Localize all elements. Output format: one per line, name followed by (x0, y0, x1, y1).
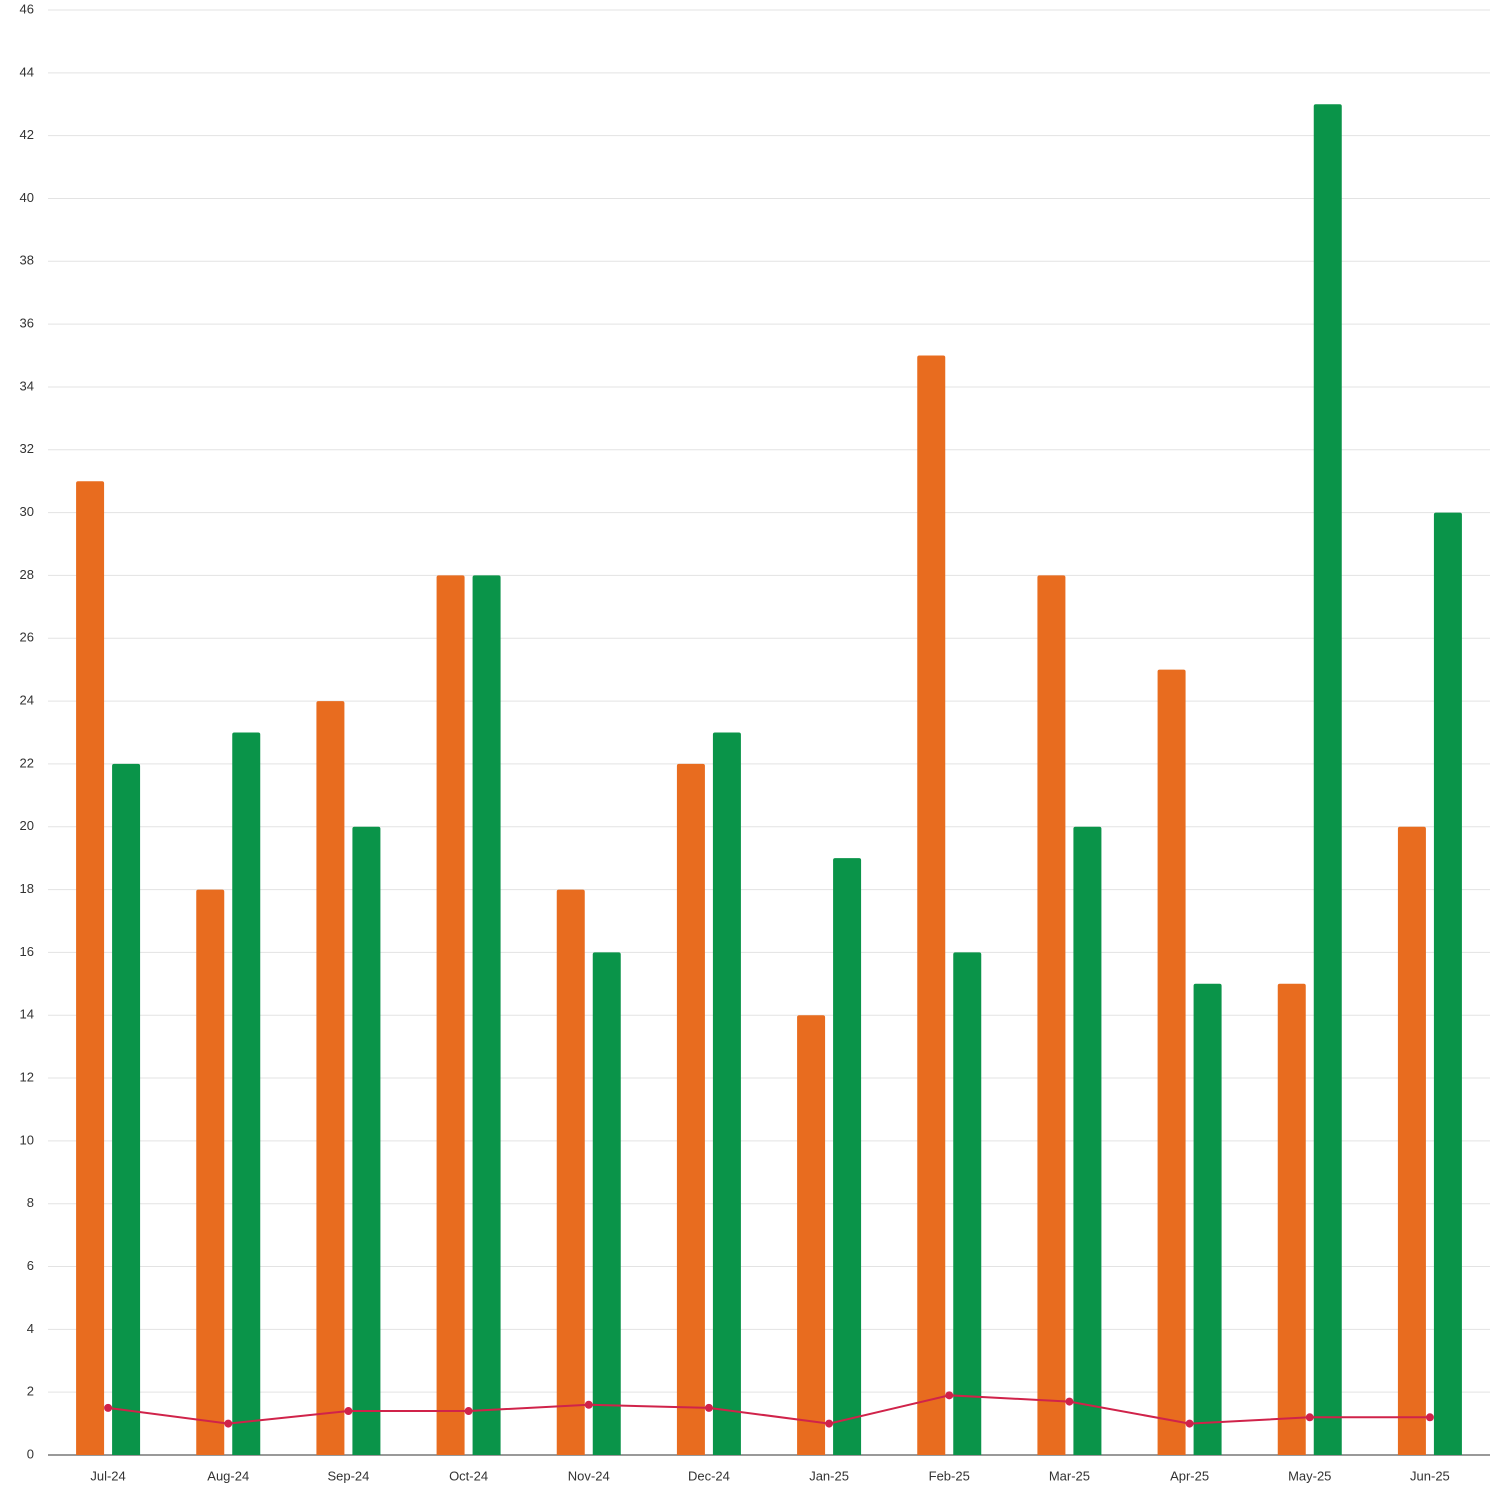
bar (1397, 826, 1426, 1455)
line-point (1065, 1397, 1074, 1406)
y-tick-label: 2 (27, 1384, 34, 1399)
y-tick-label: 40 (20, 190, 34, 205)
line-point (945, 1391, 954, 1400)
y-tick-label: 16 (20, 944, 34, 959)
bar (352, 826, 381, 1455)
line-point (344, 1407, 353, 1416)
y-tick-label: 46 (20, 1, 34, 16)
x-tick-label: Apr-25 (1170, 1468, 1209, 1483)
bar (1157, 669, 1186, 1455)
y-tick-label: 20 (20, 818, 34, 833)
x-tick-label: Dec-24 (688, 1468, 730, 1483)
x-tick-label: Nov-24 (568, 1468, 610, 1483)
y-tick-label: 32 (20, 441, 34, 456)
x-tick-label: Sep-24 (327, 1468, 369, 1483)
x-tick-label: Aug-24 (207, 1468, 249, 1483)
y-tick-label: 24 (20, 693, 34, 708)
line-point (224, 1419, 233, 1428)
bar (676, 763, 705, 1455)
x-tick-label: Jun-25 (1410, 1468, 1450, 1483)
x-tick-label: Jan-25 (809, 1468, 849, 1483)
line-point (825, 1419, 834, 1428)
bar (112, 763, 141, 1455)
y-tick-label: 26 (20, 630, 34, 645)
x-tick-label: Jul-24 (90, 1468, 125, 1483)
y-tick-label: 14 (20, 1007, 34, 1022)
y-tick-label: 4 (27, 1321, 34, 1336)
bar (1313, 104, 1342, 1455)
bar (833, 858, 862, 1455)
bar (76, 481, 105, 1455)
line-point (704, 1403, 713, 1412)
line (107, 1394, 1430, 1425)
x-tick-label: Oct-24 (449, 1468, 488, 1483)
y-tick-label: 44 (20, 64, 34, 79)
y-tick-label: 12 (20, 1069, 34, 1084)
y-tick-label: 42 (20, 127, 34, 142)
bar (1433, 512, 1462, 1455)
line-point (1425, 1413, 1434, 1422)
y-tick-label: 18 (20, 881, 34, 896)
y-tick-label: 38 (20, 253, 34, 268)
y-tick-label: 8 (27, 1195, 34, 1210)
bar (316, 701, 345, 1455)
bar (232, 732, 261, 1455)
bar (1037, 575, 1066, 1455)
y-tick-label: 22 (20, 755, 34, 770)
bar (556, 889, 585, 1455)
bar (917, 355, 946, 1456)
bar (1277, 983, 1306, 1455)
x-tick-label: Feb-25 (929, 1468, 970, 1483)
line-point (584, 1400, 593, 1409)
y-tick-label: 10 (20, 1132, 34, 1147)
y-tick-label: 0 (27, 1446, 34, 1461)
y-tick-label: 34 (20, 378, 34, 393)
line-point (1185, 1419, 1194, 1428)
line-point (464, 1407, 473, 1416)
x-tick-label: May-25 (1288, 1468, 1331, 1483)
bar (1193, 983, 1222, 1455)
bar (712, 732, 741, 1455)
x-tick-label: Mar-25 (1049, 1468, 1090, 1483)
bar (592, 952, 621, 1455)
y-tick-label: 30 (20, 504, 34, 519)
bar (472, 575, 501, 1455)
bar (436, 575, 465, 1455)
y-tick-label: 28 (20, 567, 34, 582)
bar (1073, 826, 1102, 1455)
line-point (1305, 1413, 1314, 1422)
bar (953, 952, 982, 1455)
line-point (104, 1403, 113, 1412)
bar (196, 889, 225, 1455)
y-tick-label: 6 (27, 1258, 34, 1273)
y-tick-label: 36 (20, 316, 34, 331)
bar (797, 1015, 826, 1455)
